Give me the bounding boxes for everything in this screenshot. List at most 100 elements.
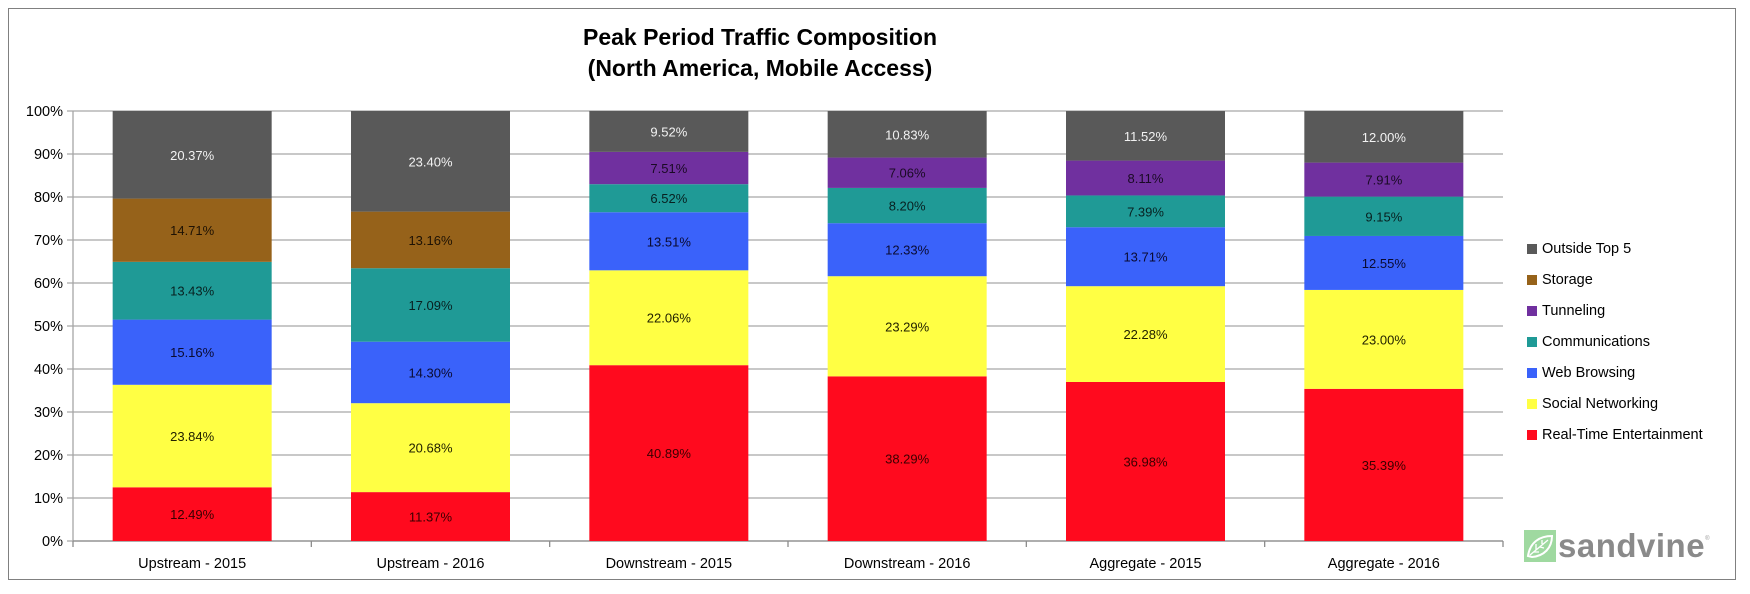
legend-label: Outside Top 5 [1542,240,1632,257]
x-tick-label: Downstream - 2015 [606,556,733,572]
bar-segment [351,403,510,493]
data-label: 9.52% [650,124,687,139]
legend-label: Storage [1542,271,1593,288]
data-label: 13.16% [408,233,453,248]
bar-segment [1304,196,1464,236]
data-label: 20.68% [408,441,453,456]
y-tick-label: 80% [34,190,63,206]
y-tick-label: 100% [26,104,63,120]
data-label: 23.29% [885,319,930,334]
bar-segment [112,319,272,385]
legend-swatch [1527,305,1537,316]
data-label: 17.09% [408,298,453,313]
data-label: 6.52% [650,191,687,206]
legend-swatch [1527,274,1537,285]
bar-segment [589,184,749,213]
bar-stack: 36.98% 22.28% 13.71% 7.39% 8.11% 11.52% [1066,111,1225,541]
logo-text: sandvine [1558,527,1706,564]
bar-segment [589,270,749,366]
data-label: 11.37% [409,510,453,525]
data-label: 14.30% [408,365,453,380]
data-label: 12.00% [1362,130,1407,145]
sandvine-logo: sandvine ® [1524,527,1709,564]
data-label: 12.55% [1362,256,1407,271]
legend-item: Outside Top 5 [1527,233,1703,264]
y-tick-label: 60% [34,276,63,292]
data-label: 9.15% [1365,209,1402,224]
x-tick-label: Upstream - 2016 [377,556,485,572]
bar-segment [112,384,272,488]
chart-subtitle: (North America, Mobile Access) [587,55,933,81]
bar-segment [351,211,510,269]
data-label: 13.51% [647,234,692,249]
data-label: 7.06% [889,166,926,181]
bar-segment [1304,111,1464,163]
data-label: 7.51% [650,161,687,176]
data-label: 38.29% [885,452,930,467]
data-label: 15.16% [170,345,215,360]
y-tick-label: 0% [42,534,63,550]
data-label: 20.37% [170,148,215,163]
data-label: 13.43% [170,284,215,299]
bar-segment [351,268,510,342]
bar-segment [1066,160,1225,196]
y-tick-label: 20% [34,448,63,464]
bar-stack: 40.89% 22.06% 13.51% 6.52% 7.51% 9.52% [589,110,749,541]
bar-segment [827,376,987,541]
data-label: 11.52% [1124,129,1168,144]
bar-segment [827,111,987,158]
bar-segment [112,487,272,541]
x-tick-label: Aggregate - 2016 [1328,556,1440,572]
data-label: 35.39% [1362,458,1407,473]
data-label: 22.28% [1123,327,1168,342]
chart-legend: Outside Top 5 Storage Tunneling Communicati… [1527,233,1703,450]
bar-segment [1066,286,1225,382]
bar-segment [1066,195,1225,228]
bar-segment [1304,388,1464,541]
legend-item: Communications [1527,326,1703,357]
data-label: 12.33% [885,243,930,258]
bar-segment [351,341,510,404]
legend-item: Storage [1527,264,1703,295]
x-tick-label: Upstream - 2015 [138,556,246,572]
bar-stack: 38.29% 23.29% 12.33% 8.20% 7.06% 10.83% [827,111,987,541]
bar-segment [1066,111,1225,161]
data-label: 22.06% [647,311,692,326]
data-label: 23.40% [408,154,453,169]
chart-title: Peak Period Traffic Composition (North A… [0,22,1520,84]
bar-segment [351,492,510,541]
y-tick-label: 40% [34,362,63,378]
legend-swatch [1527,367,1537,378]
bar-segment [1066,227,1225,287]
bar-segment [827,157,987,188]
bar-segment [589,212,749,271]
bar-stack: 11.37% 20.68% 14.30% 17.09% 13.16% 23.40% [351,111,510,541]
legend-item: Tunneling [1527,295,1703,326]
data-label: 36.98% [1123,454,1168,469]
data-label: 23.84% [170,429,215,444]
data-label: 12.49% [170,507,215,522]
bar-segment [827,276,987,377]
bar-segment [1304,162,1464,197]
legend-swatch [1527,243,1537,254]
bar-segment [827,187,987,224]
bar-stack: 12.49% 23.84% 15.16% 13.43% 14.71% 20.37% [112,111,272,541]
legend-item: Social Networking [1527,388,1703,419]
bar-segment [827,223,987,277]
bar-segment [589,110,749,152]
bar-segment [589,151,749,185]
legend-label: Real-Time Entertainment [1542,426,1703,443]
legend-swatch [1527,336,1537,347]
legend-swatch [1527,398,1537,409]
bar-segment [1066,381,1225,541]
chart-title-line1: Peak Period Traffic Composition [582,24,938,50]
leaf-icon [1524,530,1556,562]
legend-label: Social Networking [1542,395,1659,412]
bar-segment [1304,235,1464,290]
bar-segment [1304,289,1464,389]
data-label: 7.39% [1127,204,1164,219]
data-label: 14.71% [170,223,215,238]
legend-label: Communications [1542,333,1650,350]
data-label: 10.83% [885,127,930,142]
